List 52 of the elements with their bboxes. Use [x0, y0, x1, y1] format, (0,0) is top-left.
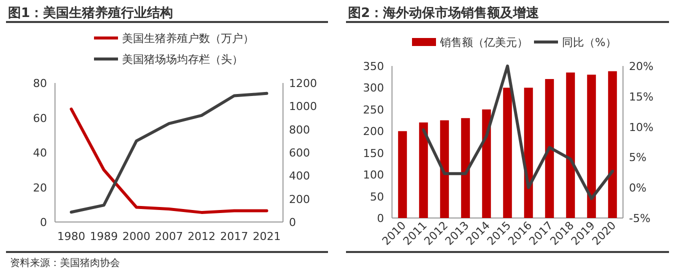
- y2-tick-label: 0%: [629, 182, 646, 195]
- x-tick-label: 2021: [252, 230, 281, 243]
- x-tick-label: 2000: [122, 230, 150, 243]
- y2-tick-label: 800: [289, 123, 310, 136]
- bar: [608, 71, 617, 218]
- y-tick-label: 50: [370, 190, 384, 204]
- y2-tick-label: 20%: [629, 60, 654, 73]
- y2-tick-label: 600: [289, 146, 310, 160]
- bar: [587, 74, 596, 218]
- y-tick-label: 0: [40, 216, 47, 229]
- y-tick-label: 150: [363, 146, 384, 160]
- y2-tick-label: 1000: [289, 100, 317, 114]
- bar: [461, 118, 470, 218]
- x-tick-label: 1980: [57, 230, 86, 243]
- y2-tick-label: 400: [289, 170, 310, 183]
- line-series: [422, 64, 614, 200]
- bar: [545, 79, 554, 218]
- x-tick-label: 2012: [188, 230, 216, 243]
- y2-tick-label: 5%: [629, 151, 646, 164]
- legend-label: 销售额（亿美元）: [439, 36, 528, 49]
- y2-tick-label: 15%: [629, 90, 654, 104]
- x-tick-label: 2007: [155, 230, 183, 243]
- bar: [503, 88, 512, 218]
- y-tick-label: 80: [33, 77, 47, 90]
- y-tick-label: 40: [33, 146, 47, 160]
- chart-title: 图1：美国生猪养殖行业结构: [8, 5, 174, 21]
- y2-tick-label: 10%: [629, 120, 654, 134]
- y-tick-label: 250: [363, 103, 384, 116]
- x-tick-label: 1989: [90, 230, 118, 243]
- y-tick-label: 200: [363, 125, 384, 138]
- y-tick-label: 100: [363, 168, 384, 182]
- y-tick-label: 0: [377, 212, 384, 225]
- y-tick-label: 350: [363, 60, 384, 73]
- y2-tick-label: 1200: [289, 77, 317, 90]
- bar: [440, 120, 449, 218]
- y2-tick-label: 0: [289, 216, 296, 229]
- y2-tick-label: 200: [289, 192, 310, 206]
- legend-label: 同比（%）: [562, 36, 616, 49]
- bar: [524, 88, 533, 218]
- y-tick-label: 300: [363, 82, 384, 95]
- bar: [566, 72, 575, 218]
- legend-label: 美国猪场场均存栏（头）: [122, 53, 243, 66]
- y-tick-label: 60: [33, 112, 47, 125]
- bar: [419, 122, 428, 218]
- y2-tick-label: -5%: [629, 212, 650, 225]
- legend-label: 美国生猪养殖户数（万户）: [122, 32, 254, 45]
- chart-title: 图2：海外动保市场销售额及增速: [348, 5, 540, 21]
- y-tick-label: 20: [33, 181, 47, 194]
- x-tick-label: 2017: [220, 230, 248, 243]
- bar: [482, 109, 491, 218]
- bar: [398, 131, 407, 218]
- text: 资料来源：美国猪肉协会: [10, 257, 120, 269]
